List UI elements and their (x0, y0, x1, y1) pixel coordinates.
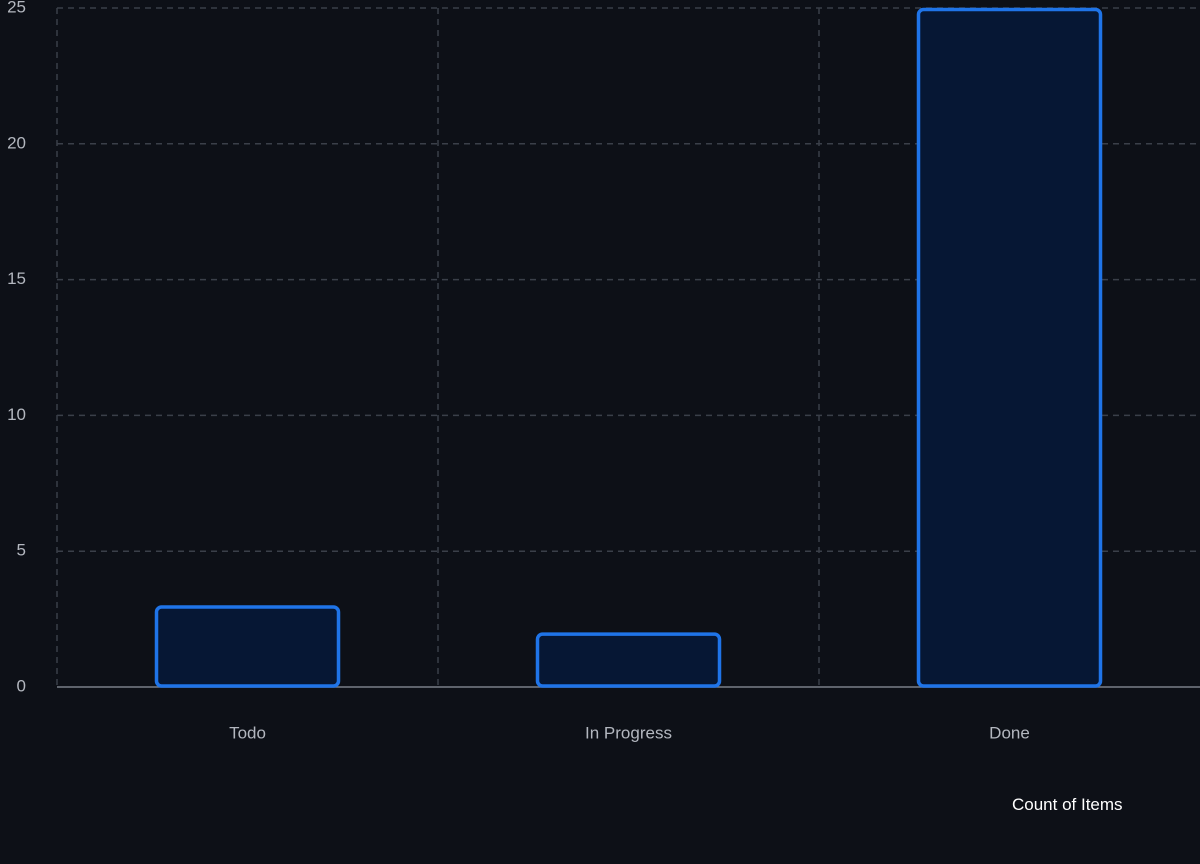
y-tick-label: 10 (7, 405, 26, 424)
y-tick-label: 0 (17, 676, 26, 695)
legend-label: Count of Items (1012, 795, 1123, 814)
y-tick-label: 25 (7, 0, 26, 16)
x-tick-label: Todo (229, 723, 266, 742)
bar-done (916, 7, 1103, 688)
x-tick-label: Done (989, 723, 1030, 742)
y-tick-label: 5 (17, 541, 26, 560)
y-tick-label: 20 (7, 133, 26, 152)
bar-todo (154, 605, 341, 688)
x-tick-label: In Progress (585, 723, 672, 742)
bar-in-progress (535, 632, 722, 688)
y-tick-label: 15 (7, 269, 26, 288)
